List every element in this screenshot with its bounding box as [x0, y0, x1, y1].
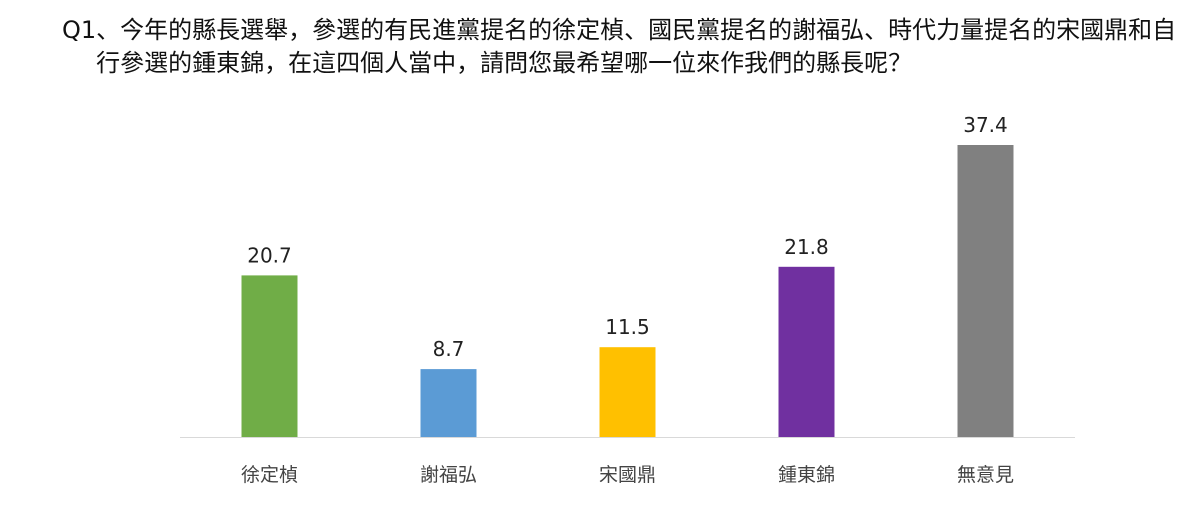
- data-label-2: 8.7: [433, 337, 465, 361]
- category-label-5: 無意見: [957, 464, 1014, 486]
- data-label-4: 21.8: [784, 235, 829, 259]
- category-label-3: 宋國鼎: [599, 464, 656, 486]
- category-label-1: 徐定楨: [241, 464, 298, 486]
- data-label-5: 37.4: [963, 113, 1008, 137]
- question-text: 、今年的縣長選舉，參選的有民進黨提名的徐定楨、國民黨提名的謝福弘、時代力量提名的…: [96, 16, 1177, 77]
- bar-2: [420, 369, 477, 437]
- data-label-3: 11.5: [605, 315, 650, 339]
- question: Q1 、今年的縣長選舉，參選的有民進黨提名的徐定楨、國民黨提名的謝福弘、時代力量…: [62, 14, 1182, 80]
- bar-1: [241, 275, 298, 437]
- bar-4: [778, 266, 835, 437]
- data-label-1: 20.7: [247, 243, 292, 267]
- category-label-2: 謝福弘: [420, 464, 477, 486]
- category-label-4: 鍾東錦: [778, 464, 835, 486]
- bar-3: [599, 347, 656, 437]
- bar-5: [957, 145, 1014, 437]
- question-number: Q1: [62, 16, 97, 44]
